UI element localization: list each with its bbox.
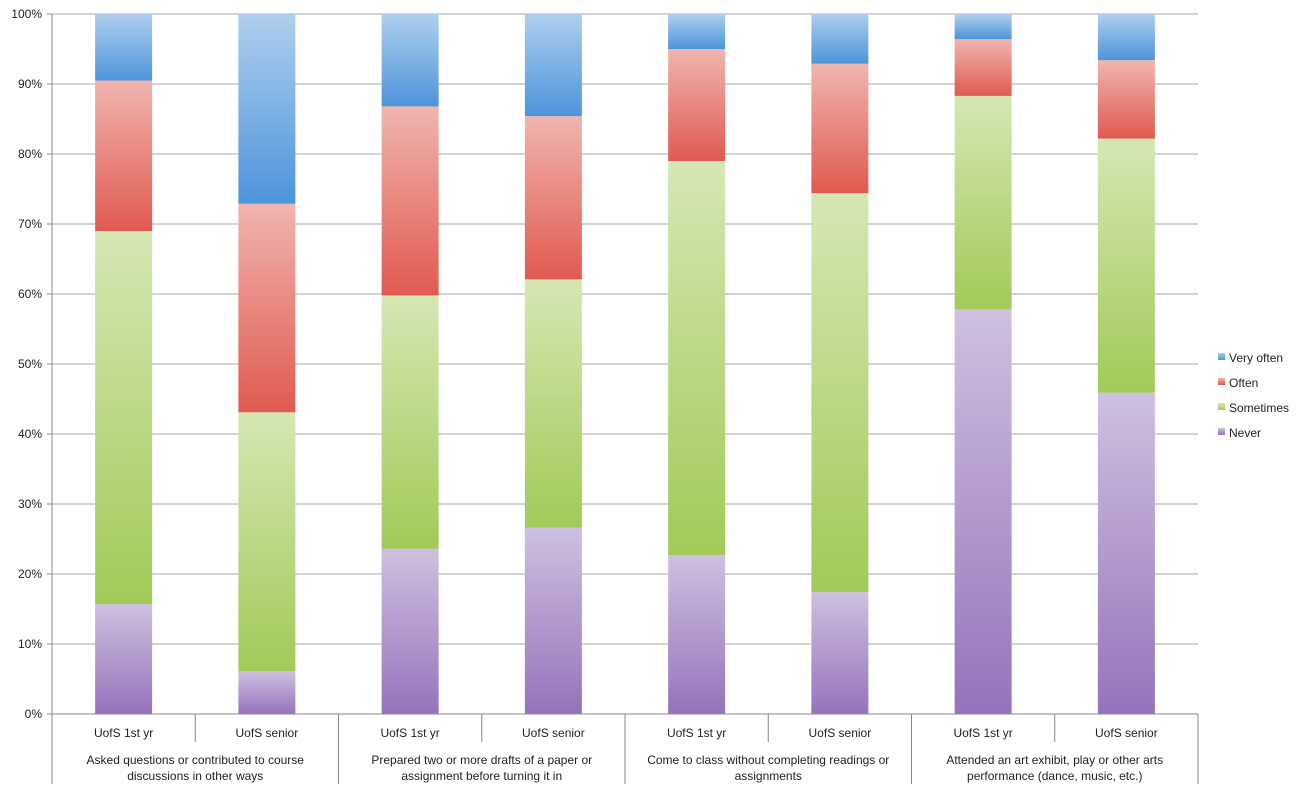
x-category-label: UofS senior [809,726,872,740]
bar-segment-very-often [524,14,582,117]
bar-segment-often [668,49,726,161]
x-group-label: Attended an art exhibit, play or other a… [946,753,1163,767]
x-group-label: Come to class without completing reading… [647,753,889,767]
bar-segment-very-often [238,14,296,204]
legend-swatch-very-often [1218,353,1225,360]
bar-segment-very-often [668,14,726,49]
bar-segment-sometimes [954,95,1012,310]
bar-segment-very-often [95,14,153,81]
legend-label-never: Never [1229,426,1261,440]
bar-segment-never [95,604,153,714]
y-tick-label: 40% [18,427,42,441]
bar-segment-often [524,116,582,280]
y-tick-label: 20% [18,567,42,581]
bar-segment-very-often [954,14,1012,40]
bar-segment-often [95,80,153,231]
bar-segment-sometimes [668,161,726,556]
legend-swatch-never [1218,428,1225,435]
x-category-label: UofS 1st yr [94,726,153,740]
y-tick-label: 0% [25,707,43,721]
bar-segment-very-often [381,14,439,107]
bars [95,14,1155,714]
y-tick-label: 80% [18,147,42,161]
bar-segment-never [954,309,1012,714]
bar-segment-often [1097,60,1155,139]
y-tick-label: 60% [18,287,42,301]
x-category-label: UofS senior [522,726,585,740]
x-group-label: Prepared two or more drafts of a paper o… [371,753,592,767]
y-tick-label: 100% [11,7,42,21]
axes: 0% 10% 20% 30% 40% 50% 60% 70% 80% 90% 100% UofS 1s… [11,7,1199,784]
bar-segment-sometimes [95,231,153,605]
x-category-label: UofS 1st yr [667,726,726,740]
bar-segment-often [811,63,869,194]
bar-segment-often [238,203,296,413]
legend-swatch-sometimes [1218,403,1225,410]
bar-segment-sometimes [238,412,296,672]
x-group-label: discussions in other ways [127,769,263,783]
legend-label-very-often: Very often [1229,351,1283,365]
bar-segment-often [954,39,1012,96]
x-category-label: UofS senior [1095,726,1158,740]
x-group-label: performance (dance, music, etc.) [967,769,1142,783]
legend-label-sometimes: Sometimes [1229,401,1289,415]
bar-segment-sometimes [1097,138,1155,393]
bar-segment-often [381,106,439,296]
y-tick-label: 10% [18,637,42,651]
legend: Very often Often Sometimes Never [1218,351,1289,440]
bar-segment-never [811,592,869,714]
y-tick-label: 50% [18,357,42,371]
y-tick-label: 90% [18,77,42,91]
x-group-label: assignments [735,769,802,783]
y-tick-label: 30% [18,497,42,511]
x-category-label: UofS 1st yr [953,726,1012,740]
x-category-label: UofS 1st yr [380,726,439,740]
bar-segment-never [381,548,439,714]
bar-segment-very-often [1097,14,1155,61]
bar-segment-very-often [811,14,869,64]
bar-segment-sometimes [811,193,869,593]
legend-swatch-often [1218,378,1225,385]
bar-segment-sometimes [524,279,582,528]
bar-segment-never [668,555,726,714]
bar-segment-never [238,671,296,714]
bar-segment-never [1097,392,1155,714]
x-category-label: UofS senior [236,726,299,740]
y-tick-label: 70% [18,217,42,231]
bar-segment-sometimes [381,295,439,549]
gridlines [52,13,1198,715]
bar-segment-never [524,527,582,714]
legend-label-often: Often [1229,376,1258,390]
x-group-label: assignment before turning it in [401,769,562,783]
x-group-label: Asked questions or contributed to course [87,753,305,767]
